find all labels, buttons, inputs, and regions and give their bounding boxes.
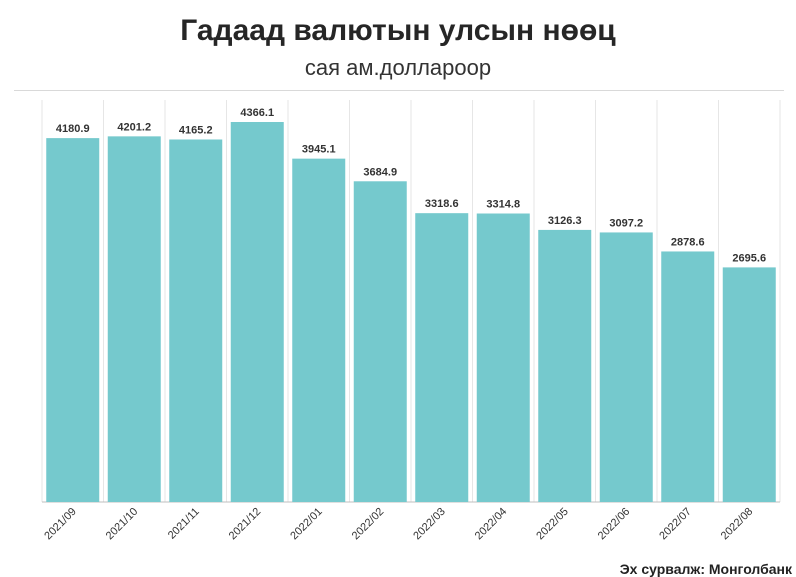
x-tick-label: 2022/02 [350, 506, 387, 543]
x-tick-label: 2022/06 [596, 506, 633, 543]
bar [230, 122, 284, 502]
x-tick-label: 2022/04 [473, 506, 510, 543]
bar [476, 213, 530, 502]
x-tick-label: 2021/11 [166, 506, 202, 542]
data-label: 2878.6 [671, 236, 705, 248]
x-tick-label: 2022/03 [411, 506, 448, 543]
x-tick-label: 2021/12 [227, 506, 264, 543]
chart-subtitle: сая ам.доллароор [304, 55, 492, 80]
chart-title: Гадаад валютын улсын нөөц [180, 14, 616, 47]
x-tick-label: 2022/01 [288, 506, 325, 543]
data-label: 3318.6 [425, 198, 459, 210]
source-note: Эх сурвалж: Монголбанк [619, 561, 792, 577]
data-label: 3314.8 [486, 198, 520, 210]
bar [292, 158, 346, 502]
bar [46, 138, 100, 503]
title-divider [14, 90, 784, 91]
bar [599, 232, 653, 502]
bar [722, 267, 776, 502]
data-label: 4366.1 [240, 107, 274, 119]
data-label: 2695.6 [732, 252, 766, 264]
x-tick-label: 2021/09 [42, 506, 79, 543]
data-label: 3684.9 [363, 166, 397, 178]
data-label: 3097.2 [609, 217, 643, 229]
data-label: 3126.3 [548, 215, 582, 227]
data-label: 4165.2 [179, 124, 213, 136]
data-label: 4201.2 [117, 121, 151, 133]
data-label: 3945.1 [302, 144, 336, 156]
x-tick-label: 2022/07 [657, 506, 694, 543]
bar [353, 181, 407, 502]
x-tick-label: 2022/08 [719, 506, 756, 543]
bar [538, 229, 592, 502]
bar [415, 213, 469, 502]
bar [661, 251, 715, 502]
data-label: 4180.9 [56, 123, 90, 135]
bar [107, 136, 161, 503]
x-tick-label: 2021/10 [104, 506, 141, 543]
bar [169, 139, 223, 502]
x-tick-label: 2022/05 [534, 506, 571, 543]
